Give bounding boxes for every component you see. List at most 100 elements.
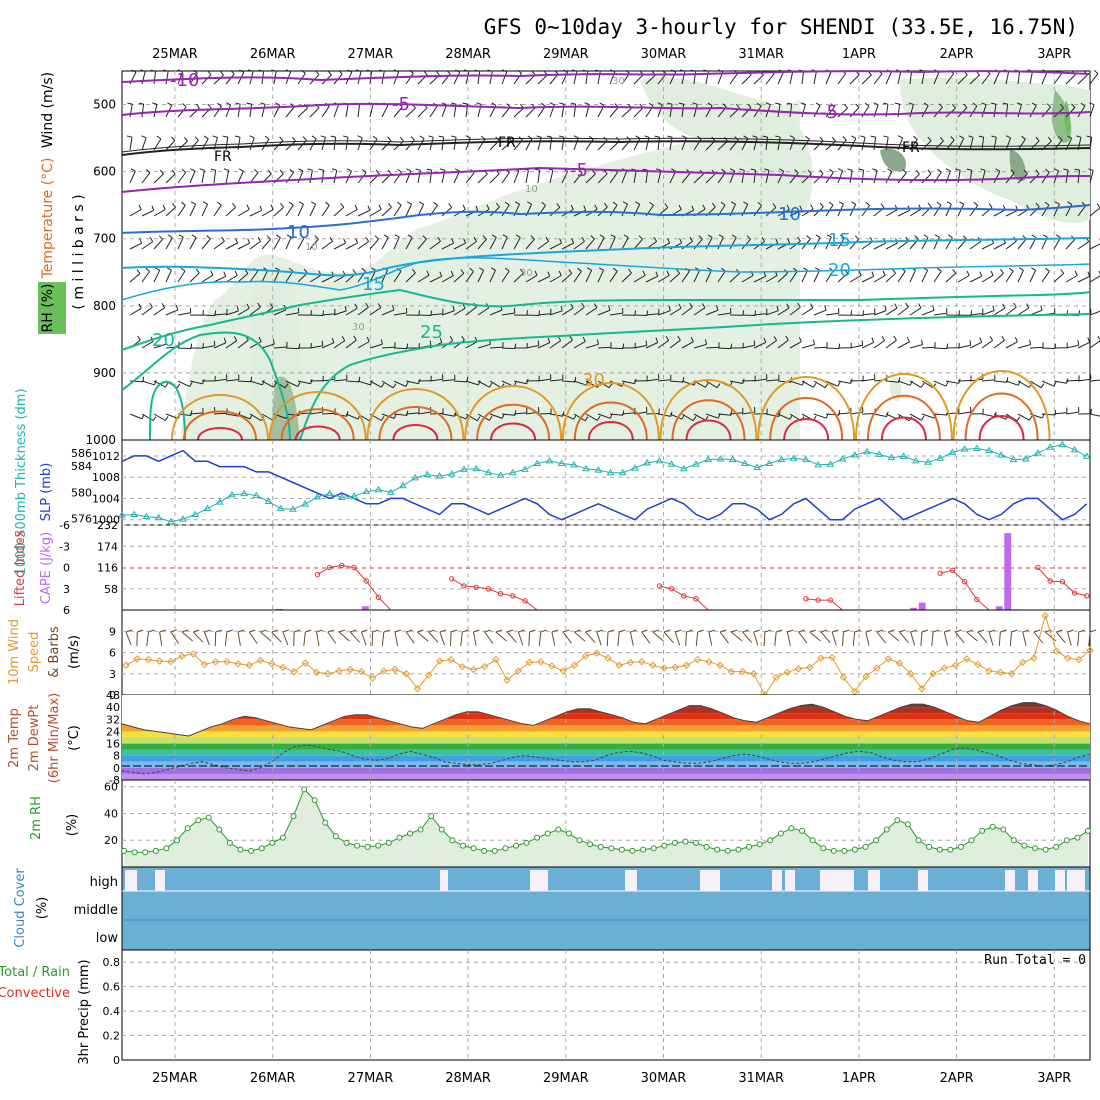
wind-barb-flag bbox=[139, 238, 143, 244]
wind-speed-marker bbox=[279, 663, 287, 672]
wind-barb bbox=[369, 343, 383, 349]
wind-barb bbox=[141, 137, 147, 151]
wind-barb bbox=[153, 238, 164, 250]
cape-bar bbox=[1004, 533, 1012, 610]
wind-barb-flag bbox=[908, 102, 914, 105]
wind-barb-flag bbox=[775, 102, 781, 105]
wind-barb bbox=[381, 380, 394, 389]
wind10m-barb bbox=[1088, 631, 1091, 647]
wind-barb-flag bbox=[667, 238, 671, 244]
wind-speed-marker bbox=[918, 684, 926, 693]
wind10m-barb bbox=[181, 631, 194, 642]
wind-barb bbox=[525, 314, 540, 316]
wind10m-barb-flag bbox=[338, 629, 346, 633]
wind-barb-flag bbox=[274, 267, 280, 271]
wind-barb-flag bbox=[707, 102, 713, 106]
wind-barb bbox=[813, 346, 828, 349]
wind-barb bbox=[129, 307, 142, 316]
wind-barb bbox=[429, 313, 443, 316]
wind-barb-flag bbox=[1047, 136, 1052, 142]
wind-speed-marker bbox=[929, 670, 937, 678]
wind-barb bbox=[717, 236, 724, 250]
wind-barb-flag bbox=[392, 383, 397, 389]
wind-barb bbox=[165, 206, 176, 217]
wind-barb-flag bbox=[194, 136, 199, 141]
wind-barb bbox=[249, 172, 259, 184]
wind-barb-flag bbox=[798, 336, 802, 342]
wind-barb bbox=[681, 306, 693, 316]
wind-barb bbox=[225, 104, 232, 118]
wind-barb bbox=[333, 340, 345, 349]
wind-barb-flag bbox=[487, 69, 493, 72]
wind-barb bbox=[813, 173, 824, 184]
wind-speed-marker bbox=[738, 667, 747, 676]
wind10m-barb bbox=[327, 631, 337, 644]
wind-barb-flag bbox=[199, 168, 205, 171]
wind-barb-flag bbox=[1086, 135, 1092, 138]
wind-barb-flag bbox=[266, 235, 271, 240]
wind-barb bbox=[837, 170, 844, 184]
thickness-marker bbox=[814, 460, 822, 468]
wind-barb-flag bbox=[426, 270, 430, 276]
wind-barb-flag bbox=[1013, 302, 1017, 308]
wind-barb bbox=[1029, 270, 1037, 283]
wind-barb-flag bbox=[1018, 267, 1024, 271]
temp2m-line bbox=[121, 702, 1091, 737]
warm-dome-contour bbox=[854, 373, 953, 441]
rh2m-marker bbox=[481, 847, 488, 854]
date-label-top: 2APR bbox=[940, 47, 974, 62]
wind-barb-flag bbox=[1053, 381, 1057, 387]
wind-barb-flag bbox=[258, 336, 262, 342]
wind10m-barb bbox=[405, 631, 415, 644]
wind-speed-marker bbox=[1063, 654, 1072, 662]
wind-barb-flag bbox=[354, 303, 358, 309]
wind10m-barb-flag bbox=[843, 629, 850, 633]
thickness-marker bbox=[411, 473, 419, 481]
wind-barb-flag bbox=[703, 69, 709, 72]
contour-label: -5 bbox=[820, 102, 838, 123]
wind-barb-flag bbox=[837, 381, 841, 387]
wind-barb bbox=[909, 344, 923, 349]
wind-barb bbox=[657, 275, 670, 283]
wind-barb-flag bbox=[923, 234, 929, 238]
rh2m-marker bbox=[375, 842, 382, 849]
wind-barb bbox=[1089, 73, 1099, 85]
wind-barb-flag bbox=[246, 204, 250, 210]
warm-dome-contour bbox=[659, 379, 758, 441]
contour-label: -10 bbox=[170, 70, 199, 91]
wind-speed-marker bbox=[862, 672, 870, 681]
wind-barb bbox=[945, 380, 959, 384]
thickness-marker bbox=[716, 454, 725, 462]
li-tick-label: -3 bbox=[59, 540, 70, 553]
wind10m-barb-flag bbox=[506, 629, 514, 633]
thickness-marker bbox=[569, 460, 578, 468]
thickness-marker bbox=[899, 452, 908, 459]
wind-speed-marker bbox=[424, 671, 433, 679]
temp-band bbox=[122, 755, 1090, 762]
temp-tick-label: 24 bbox=[106, 725, 120, 738]
wind-speed-marker bbox=[525, 658, 534, 667]
wind-barb-flag bbox=[451, 135, 457, 138]
wind-barb bbox=[1089, 340, 1100, 349]
wind-barb-flag bbox=[927, 169, 932, 175]
wind-barb bbox=[201, 170, 205, 184]
cloud-level-high: high bbox=[90, 875, 118, 890]
wind-barb-flag bbox=[191, 234, 197, 238]
wind-barb bbox=[753, 205, 763, 217]
wind-barb-flag bbox=[202, 201, 208, 205]
wind-barb-flag bbox=[275, 102, 281, 106]
wind-barb-flag bbox=[310, 201, 316, 205]
thickness-marker bbox=[191, 510, 200, 518]
wind-barb bbox=[993, 272, 1004, 283]
rh2m-marker bbox=[163, 845, 170, 852]
wind10m-barb-flag bbox=[417, 629, 424, 633]
wind10m-barb-flag bbox=[462, 629, 469, 633]
wind10m-barb bbox=[472, 631, 477, 646]
wind10m-barb-flag bbox=[383, 629, 390, 633]
wind-barb bbox=[261, 413, 274, 421]
wind-barb-flag bbox=[501, 69, 507, 73]
wind-barb-flag bbox=[596, 415, 601, 421]
wind-barb bbox=[381, 346, 396, 349]
wind-barb bbox=[321, 170, 325, 184]
